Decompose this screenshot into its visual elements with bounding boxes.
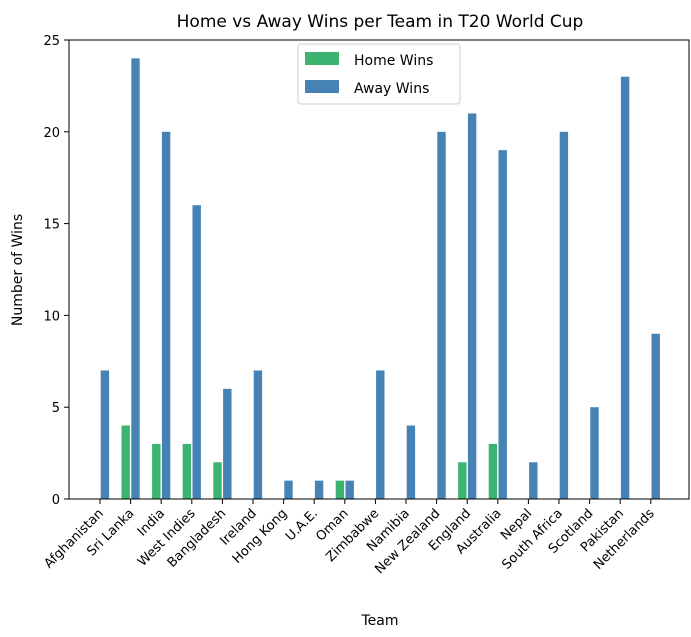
plot-frame xyxy=(68,39,690,500)
bar-home-wins-england xyxy=(458,462,467,499)
y-tick-label: 10 xyxy=(43,309,60,324)
bar-away-wins-scotland xyxy=(590,407,599,499)
bar-away-wins-zimbabwe xyxy=(376,370,385,499)
bar-away-wins-west-indies xyxy=(192,205,201,500)
bar-away-wins-new-zealand xyxy=(437,131,446,500)
bar-away-wins-oman xyxy=(345,480,354,499)
legend-swatch-away-wins xyxy=(305,80,339,93)
bar-away-wins-india xyxy=(161,131,171,500)
bar-away-wins-netherlands xyxy=(651,333,660,499)
bar-away-wins-nepal xyxy=(529,462,538,499)
bar-away-wins-u-a-e xyxy=(314,480,324,499)
chart-title: Home vs Away Wins per Team in T20 World … xyxy=(177,12,584,32)
bars-layer xyxy=(100,58,660,500)
legend: Home Wins Away Wins xyxy=(297,43,461,105)
y-axis-label: Number of Wins xyxy=(10,214,26,326)
y-axis: 0 5 10 15 20 25 xyxy=(43,34,69,508)
bar-home-wins-west-indies xyxy=(182,443,192,499)
bar-home-wins-bangladesh xyxy=(213,462,222,499)
bar-away-wins-south-africa xyxy=(559,131,569,500)
bar-home-wins-india xyxy=(152,443,161,499)
legend-swatch-home-wins xyxy=(305,52,339,65)
bar-away-wins-australia xyxy=(498,150,507,499)
bar-home-wins-oman xyxy=(335,480,345,499)
y-tick-label: 20 xyxy=(43,126,60,141)
y-tick-label: 0 xyxy=(52,493,60,508)
bar-home-wins-sri-lanka xyxy=(121,425,130,499)
bar-away-wins-ireland xyxy=(253,370,263,499)
bar-away-wins-hong-kong xyxy=(284,480,293,499)
bar-away-wins-pakistan xyxy=(620,76,630,499)
bar-away-wins-england xyxy=(467,113,477,499)
bar-away-wins-afghanistan xyxy=(100,370,110,499)
legend-label-away-wins: Away Wins xyxy=(354,81,429,97)
bar-home-wins-australia xyxy=(488,443,498,499)
x-tick-label-u-a-e: U.A.E. xyxy=(283,506,321,544)
bar-away-wins-bangladesh xyxy=(223,388,232,499)
y-tick-label: 5 xyxy=(52,401,60,416)
legend-label-home-wins: Home Wins xyxy=(354,53,433,69)
x-axis-label: Team xyxy=(360,613,398,629)
bar-away-wins-namibia xyxy=(406,425,416,499)
y-tick-label: 15 xyxy=(43,218,60,233)
bar-away-wins-sri-lanka xyxy=(131,58,140,500)
y-tick-label: 25 xyxy=(43,34,60,49)
